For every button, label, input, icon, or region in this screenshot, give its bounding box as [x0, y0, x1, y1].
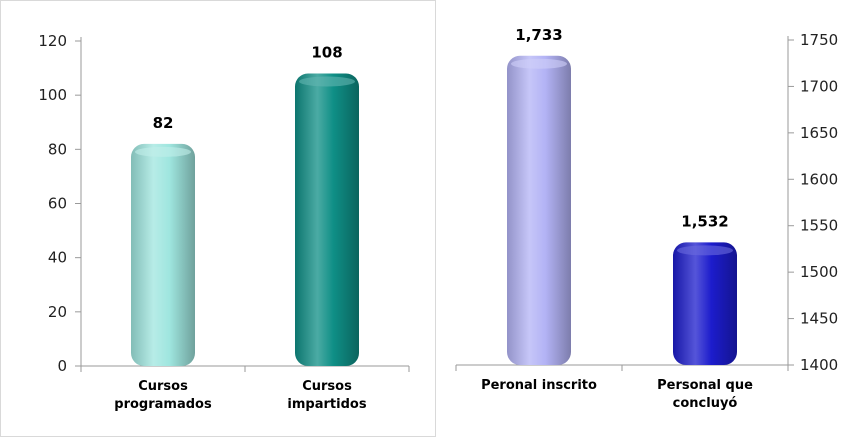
chart-panel-personnel: 1400 1450 1500 1550 1600 1650 1700 1750 1,733 Per…: [436, 0, 857, 437]
y-tick-label: 40: [48, 249, 67, 267]
data-label: 108: [311, 44, 342, 62]
category-label: Cursos programados: [114, 379, 212, 412]
y-tick-label: 120: [38, 32, 67, 50]
y-tick-label: 1600: [800, 170, 838, 188]
y-tick-label: 0: [57, 357, 67, 375]
category-label: Personal que concluyó: [657, 378, 753, 411]
y-tick-label: 100: [38, 86, 67, 104]
bar-highlight: [299, 76, 355, 87]
y-tick-label: 1750: [800, 31, 838, 49]
personnel-bar-chart: 1400 1450 1500 1550 1600 1650 1700 1750 1,733 Per…: [455, 26, 838, 411]
chart-panel-courses: 0 20 40 60 80 100 120 82 Cursos programados 108 Cur…: [0, 0, 436, 437]
y-tick-label: 20: [48, 303, 67, 321]
courses-bar-chart: 0 20 40 60 80 100 120 82 Cursos programados 108 Cur…: [38, 32, 410, 412]
y-tick-label: 1700: [800, 77, 838, 95]
bar-highlight: [135, 146, 191, 157]
data-label: 1,532: [681, 212, 728, 230]
bar: [131, 143, 195, 366]
category-label: Cursos impartidos: [287, 379, 366, 412]
bar-highlight: [677, 245, 733, 256]
y-tick-label: 1400: [800, 356, 838, 374]
data-label: 1,733: [515, 26, 562, 44]
bar: [507, 55, 571, 366]
y-tick-label: 60: [48, 195, 67, 213]
y-tick-label: 80: [48, 140, 67, 158]
y-tick-label: 1500: [800, 263, 838, 281]
bar: [673, 242, 737, 365]
y-tick-label: 1650: [800, 124, 838, 142]
y-tick-label: 1550: [800, 217, 838, 235]
data-label: 82: [153, 114, 174, 132]
y-tick-label: 1450: [800, 310, 838, 328]
bar-highlight: [511, 58, 567, 69]
category-label: Peronal inscrito: [481, 378, 597, 393]
bar: [295, 73, 359, 366]
